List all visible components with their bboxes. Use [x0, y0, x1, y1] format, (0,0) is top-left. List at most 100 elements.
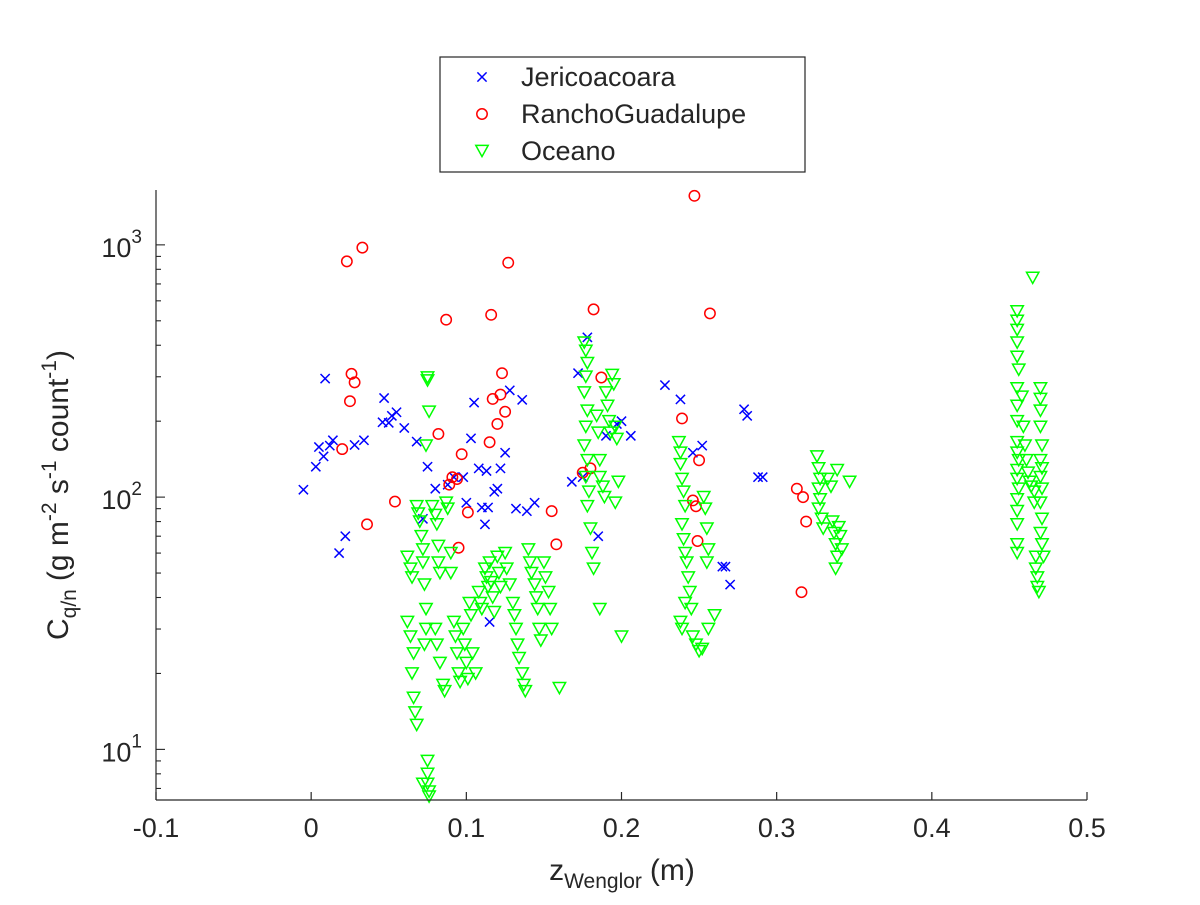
data-point: [579, 499, 595, 514]
data-point: [757, 472, 768, 483]
y-tick-base: 10: [101, 737, 131, 767]
data-point: [1009, 517, 1025, 532]
data-point: [406, 691, 422, 706]
data-point: [430, 539, 446, 554]
data-point: [1026, 485, 1042, 499]
data-point: [582, 522, 598, 536]
data-point: [676, 533, 692, 547]
data-point: [578, 420, 594, 434]
data-point: [598, 386, 614, 400]
data-point: [416, 578, 432, 592]
data-point: [499, 562, 515, 576]
data-point: [327, 435, 339, 446]
data-point: [452, 675, 468, 690]
data-point: [832, 529, 848, 544]
x-axis-label-unit: (m): [650, 854, 695, 887]
data-point: [420, 374, 436, 388]
data-point: [404, 571, 420, 585]
data-point: [811, 462, 827, 476]
x-tick-label: -0.1: [133, 813, 180, 843]
y-axis-label-s: s: [42, 479, 75, 502]
y-tick-label: 102: [101, 479, 142, 515]
data-point: [461, 596, 477, 611]
data-point: [495, 463, 506, 474]
data-point: [610, 475, 626, 489]
data-point: [473, 463, 484, 474]
data-point: [691, 644, 707, 659]
data-point: [463, 608, 479, 623]
data-point: [592, 602, 608, 617]
data-point: [460, 672, 476, 687]
data-point: [1009, 472, 1025, 487]
data-point: [697, 502, 713, 516]
data-point: [418, 602, 434, 617]
data-point: [696, 490, 712, 505]
data-point: [404, 667, 420, 681]
data-point: [680, 571, 696, 585]
y-axis-label-sub: q/n: [58, 589, 81, 618]
data-point: [1034, 512, 1050, 527]
y-tick-base: 10: [101, 485, 131, 515]
data-point: [1025, 271, 1041, 285]
data-point: [607, 420, 623, 434]
y-axis-label-count: count: [42, 378, 75, 460]
y-tick-base: 10: [101, 233, 131, 263]
data-point: [497, 546, 513, 561]
data-point: [738, 404, 750, 415]
series-Oceano: [399, 271, 1052, 804]
data-point: [1032, 470, 1048, 485]
data-point: [409, 499, 425, 514]
data-point: [383, 417, 394, 428]
data-point: [403, 562, 418, 576]
data-point: [795, 586, 808, 599]
data-point: [688, 189, 701, 202]
data-point: [494, 388, 507, 401]
data-point: [1011, 482, 1027, 496]
y-axis-label: Cq/n(g m-2 s-1 count-1): [38, 350, 81, 640]
data-point: [421, 405, 437, 419]
data-point: [451, 473, 463, 485]
data-point: [432, 428, 445, 440]
data-point: [413, 529, 429, 544]
y-axis-label-main: C: [42, 618, 75, 640]
data-point: [502, 578, 518, 592]
data-point: [449, 647, 465, 661]
data-point: [349, 439, 360, 451]
data-point: [600, 399, 616, 414]
data-point: [358, 435, 370, 446]
x-tick-label: 0.5: [1068, 813, 1106, 843]
data-point: [483, 436, 496, 449]
data-point: [415, 556, 431, 570]
data-point: [586, 562, 602, 576]
x-tick-label: 0.2: [603, 813, 641, 843]
data-point: [829, 550, 845, 564]
legend-item: RanchoGuadalupe: [476, 99, 746, 129]
data-point: [606, 377, 622, 392]
x-axis-label: zWenglor (m): [549, 854, 695, 893]
data-point: [378, 392, 390, 404]
legend-label: Jericoacoara: [521, 62, 677, 92]
data-point: [432, 656, 448, 671]
data-point: [699, 522, 715, 536]
data-point: [581, 485, 597, 499]
data-point: [1034, 537, 1050, 552]
data-point: [410, 507, 426, 521]
data-point: [614, 630, 629, 644]
data-point: [447, 630, 463, 644]
data-point: [499, 405, 512, 418]
plot-area: [298, 189, 1052, 804]
data-point: [407, 706, 423, 720]
data-point: [443, 566, 459, 581]
data-point: [1009, 314, 1025, 328]
data-point: [572, 368, 584, 379]
data-point: [790, 482, 803, 495]
data-point: [429, 638, 445, 652]
data-point: [489, 550, 505, 564]
data-point: [313, 441, 325, 453]
data-point: [578, 370, 594, 384]
data-point: [1034, 482, 1050, 496]
data-point: [491, 418, 504, 430]
data-point: [1009, 537, 1025, 552]
